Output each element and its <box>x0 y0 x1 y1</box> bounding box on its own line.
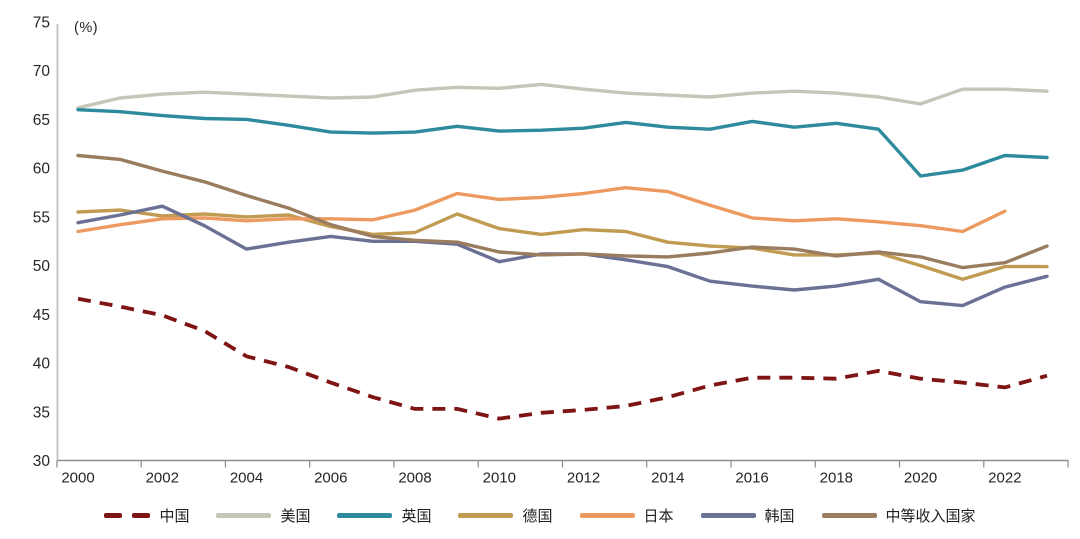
y-tick-label: 55 <box>33 209 50 226</box>
y-tick-label: 40 <box>33 356 51 373</box>
x-tick-label: 2010 <box>483 470 516 487</box>
x-tick-label: 2020 <box>904 470 937 487</box>
chart-legend: 中国 美国 英国 德国 日本 韩国 中等收入国家 <box>0 505 1080 526</box>
legend-swatch-solid <box>458 513 514 518</box>
series-line-中等收入国家 <box>76 153 1049 270</box>
y-tick-label: 75 <box>33 15 50 32</box>
x-tick-label: 2022 <box>988 470 1021 487</box>
legend-label: 中等收入国家 <box>885 508 976 525</box>
series-line-中国 <box>77 296 1048 421</box>
series-line-美国 <box>76 82 1049 110</box>
legend-label: 德国 <box>522 508 553 525</box>
y-tick-label: 65 <box>33 112 50 129</box>
x-tick-label: 2008 <box>398 470 431 487</box>
legend-swatch-solid <box>700 513 756 518</box>
series-line-日本 <box>76 185 1007 234</box>
legend-label: 韩国 <box>764 508 795 525</box>
x-tick-label: 2006 <box>314 470 347 487</box>
x-tick-label: 2018 <box>820 470 853 487</box>
series-line-英国 <box>76 107 1049 178</box>
y-tick-label: 50 <box>33 258 51 275</box>
x-tick-label: 2002 <box>146 470 179 487</box>
legend-item-英国: 英国 <box>337 505 431 526</box>
legend-swatch-dashed <box>104 513 151 518</box>
legend-item-德国: 德国 <box>458 505 553 526</box>
y-tick-label: 35 <box>33 404 50 421</box>
y-tick-label: 45 <box>33 307 50 324</box>
legend-swatch-solid <box>821 513 877 518</box>
legend-label: 日本 <box>643 508 674 525</box>
x-tick-label: 2014 <box>651 470 684 487</box>
y-tick-label: 60 <box>33 161 51 178</box>
x-tick-label: 2000 <box>61 470 94 487</box>
series-line-德国 <box>76 208 1049 281</box>
y-tick-label: 30 <box>33 453 51 470</box>
legend-item-日本: 日本 <box>579 505 674 526</box>
legend-item-美国: 美国 <box>216 505 310 526</box>
y-axis-unit-label: (%) <box>74 20 99 36</box>
x-tick-label: 2016 <box>735 470 768 487</box>
legend-item-韩国: 韩国 <box>700 505 795 526</box>
x-tick-label: 2004 <box>230 470 263 487</box>
legend-label: 美国 <box>280 508 311 525</box>
y-tick-label: 70 <box>33 63 51 80</box>
legend-item-中国: 中国 <box>104 505 189 526</box>
legend-item-中等收入国家: 中等收入国家 <box>821 505 976 526</box>
legend-swatch-solid <box>337 513 393 518</box>
legend-label: 中国 <box>159 508 190 525</box>
legend-label: 英国 <box>401 508 432 525</box>
legend-swatch-solid <box>579 513 635 518</box>
legend-swatch-solid <box>216 513 272 518</box>
x-tick-label: 2012 <box>567 470 600 487</box>
